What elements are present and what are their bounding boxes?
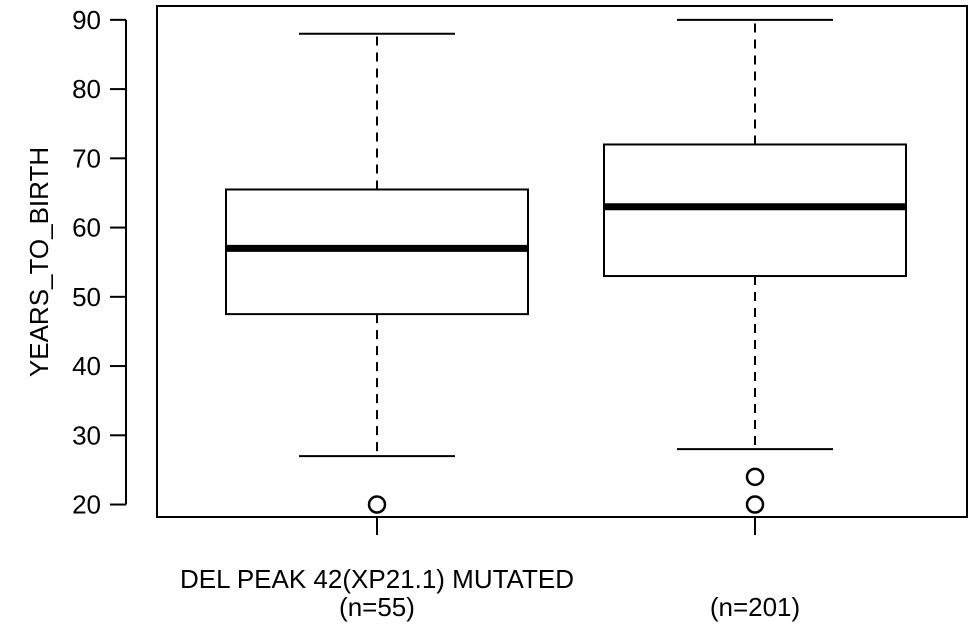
y-tick-label: 60 <box>72 213 101 243</box>
x-tick-label: (n=55) <box>339 592 415 622</box>
y-axis: 20 30 40 50 60 70 80 90 <box>72 5 127 520</box>
y-tick-label: 30 <box>72 420 101 450</box>
outlier-point <box>367 495 387 514</box>
y-tick-label: 80 <box>72 74 101 104</box>
group-title: DEL PEAK 42(XP21.1) MUTATED <box>180 564 574 594</box>
boxes-layer <box>225 18 907 514</box>
y-tick-label: 70 <box>72 143 101 173</box>
box-group <box>603 18 907 514</box>
y-tick-label: 20 <box>72 490 101 520</box>
box-group <box>225 32 529 514</box>
y-tick-label: 90 <box>72 5 101 35</box>
y-axis-label: YEARS_TO_BIRTH <box>24 147 54 377</box>
y-tick-label: 50 <box>72 282 101 312</box>
outlier-point <box>745 495 765 514</box>
y-tick-label: 40 <box>72 351 101 381</box>
x-axis: (n=55) (n=201) <box>339 517 800 622</box>
plot-frame <box>156 5 968 518</box>
x-tick-label: (n=201) <box>710 592 800 622</box>
outlier-point <box>745 467 765 487</box>
